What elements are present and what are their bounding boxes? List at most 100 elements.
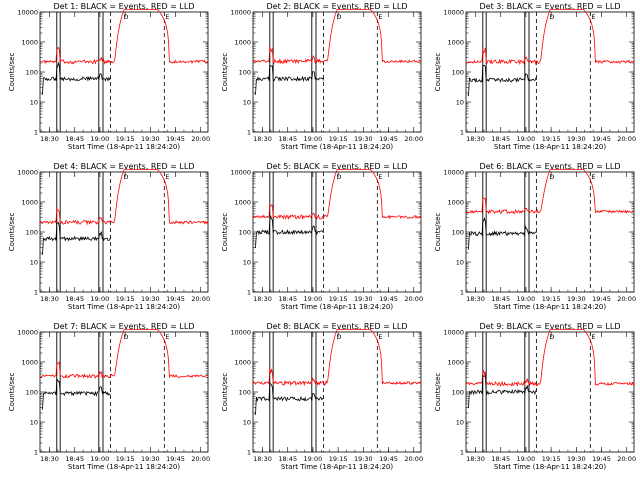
- x-tick-label: 19:15: [542, 295, 561, 303]
- x-tick-label: 20:00: [404, 455, 423, 463]
- plot-title: Det 3: BLACK = Events, RED = LLD: [480, 2, 621, 11]
- marker-label-D: D: [549, 333, 554, 341]
- marker-label-E: E: [378, 13, 382, 21]
- y-tick-label: 100: [452, 229, 464, 237]
- plot-frame: [465, 331, 635, 453]
- panel-det-5: Det 5: BLACK = Events, RED = LLD 1 10 100 10…: [221, 162, 423, 311]
- y-tick-label: 1: [34, 289, 38, 297]
- y-tick-label: 1000: [21, 359, 38, 367]
- y-tick-label: 10: [456, 419, 464, 427]
- panel-det-3: Det 3: BLACK = Events, RED = LLD 1 10 100 10…: [434, 2, 636, 151]
- x-tick-label: 19:30: [567, 455, 586, 463]
- x-tick-label: 18:30: [40, 135, 59, 143]
- plot-frame: [252, 11, 422, 133]
- x-tick-label: 19:30: [354, 295, 373, 303]
- x-axis-label: Start Time (18-Apr-11 18:24:20): [68, 303, 180, 311]
- x-tick-label: 18:30: [253, 455, 272, 463]
- lld-series-line: [39, 9, 209, 65]
- x-tick-label: 19:45: [592, 295, 611, 303]
- x-axis-label: Start Time (18-Apr-11 18:24:20): [281, 303, 393, 311]
- marker-label-D: D: [123, 333, 128, 341]
- x-tick-label: 19:30: [354, 455, 373, 463]
- marker-label-D: D: [123, 13, 128, 21]
- y-axis-label: Counts/sec: [8, 213, 16, 252]
- plot-frame: [465, 11, 635, 133]
- x-tick-label: 19:45: [379, 295, 398, 303]
- panel-det-8: Det 8: BLACK = Events, RED = LLD 1 10 100 10…: [221, 322, 423, 471]
- panel-det-7: Det 7: BLACK = Events, RED = LLD 1 10 100 10…: [8, 322, 210, 471]
- plot-title: Det 2: BLACK = Events, RED = LLD: [267, 2, 408, 11]
- y-axis-label: Counts/sec: [434, 53, 442, 92]
- x-tick-label: 19:30: [141, 455, 160, 463]
- y-tick-label: 1: [460, 289, 464, 297]
- y-axis-label: Counts/sec: [221, 213, 229, 252]
- y-tick-label: 100: [452, 69, 464, 77]
- x-tick-label: 19:45: [166, 455, 185, 463]
- marker-label-E: E: [165, 13, 169, 21]
- lld-series-line: [252, 329, 422, 387]
- x-tick-label: 19:30: [567, 295, 586, 303]
- y-axis-label: Counts/sec: [8, 373, 16, 412]
- marker-label-E: E: [591, 13, 595, 21]
- x-tick-label: 18:30: [466, 135, 485, 143]
- y-tick-label: 1: [247, 289, 251, 297]
- y-tick-label: 1: [460, 129, 464, 137]
- y-tick-label: 10000: [17, 329, 38, 337]
- x-axis-label: Start Time (18-Apr-11 18:24:20): [494, 463, 606, 471]
- x-tick-label: 18:30: [253, 295, 272, 303]
- panel-det-4: Det 4: BLACK = Events, RED = LLD 1 10 100 10…: [8, 162, 210, 311]
- x-tick-label: 19:15: [329, 295, 348, 303]
- events-series-line: [41, 61, 111, 95]
- marker-label-E: E: [591, 333, 595, 341]
- y-tick-label: 1: [34, 129, 38, 137]
- x-tick-label: 20:00: [617, 295, 636, 303]
- y-axis-label: Counts/sec: [221, 373, 229, 412]
- x-tick-label: 18:30: [40, 295, 59, 303]
- y-tick-label: 100: [26, 229, 38, 237]
- lld-series-line: [39, 329, 209, 379]
- events-series-line: [254, 382, 324, 415]
- x-tick-label: 19:45: [166, 135, 185, 143]
- panel-det-2: Det 2: BLACK = Events, RED = LLD 1 10 100 10…: [221, 2, 423, 151]
- plot-frame: [39, 171, 209, 293]
- x-axis-label: Start Time (18-Apr-11 18:24:20): [494, 303, 606, 311]
- x-tick-label: 20:00: [404, 295, 423, 303]
- y-tick-label: 10000: [230, 9, 251, 17]
- y-tick-label: 10000: [230, 169, 251, 177]
- x-tick-label: 19:00: [517, 455, 536, 463]
- x-tick-label: 20:00: [191, 135, 210, 143]
- plot-title: Det 8: BLACK = Events, RED = LLD: [267, 322, 408, 331]
- plot-title: Det 6: BLACK = Events, RED = LLD: [480, 162, 621, 171]
- y-tick-label: 10: [456, 99, 464, 107]
- marker-label-E: E: [165, 173, 169, 181]
- panel-det-9: Det 9: BLACK = Events, RED = LLD 1 10 100 10…: [434, 322, 636, 471]
- x-tick-label: 18:45: [65, 135, 84, 143]
- x-tick-label: 19:00: [304, 455, 323, 463]
- x-tick-label: 18:45: [491, 455, 510, 463]
- y-tick-label: 100: [26, 389, 38, 397]
- lld-series-line: [465, 9, 635, 66]
- y-tick-label: 1000: [447, 199, 464, 207]
- x-tick-label: 18:45: [65, 455, 84, 463]
- x-tick-label: 19:15: [116, 295, 135, 303]
- y-axis-label: Counts/sec: [8, 53, 16, 92]
- marker-label-E: E: [378, 173, 382, 181]
- lld-series-line: [465, 169, 635, 215]
- y-tick-label: 10: [456, 259, 464, 267]
- x-tick-label: 19:00: [304, 135, 323, 143]
- x-tick-label: 19:00: [91, 295, 110, 303]
- x-tick-label: 18:45: [278, 135, 297, 143]
- x-axis-label: Start Time (18-Apr-11 18:24:20): [281, 143, 393, 151]
- x-tick-label: 18:45: [278, 295, 297, 303]
- y-tick-label: 10: [243, 99, 251, 107]
- x-tick-label: 19:45: [166, 295, 185, 303]
- y-tick-label: 1000: [447, 359, 464, 367]
- events-series-line: [254, 64, 324, 95]
- plot-frame: [252, 331, 422, 453]
- plot-title: Det 9: BLACK = Events, RED = LLD: [480, 322, 621, 331]
- plot-frame: [252, 171, 422, 293]
- x-tick-label: 19:00: [91, 135, 110, 143]
- x-tick-label: 20:00: [191, 455, 210, 463]
